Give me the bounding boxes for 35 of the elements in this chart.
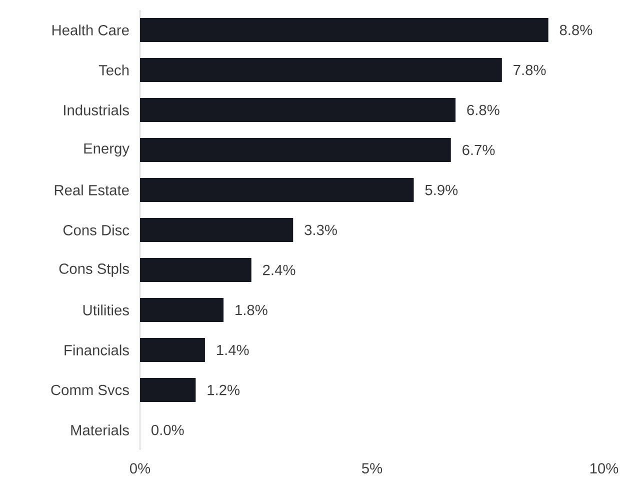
data-label: 0.0%: [152, 424, 184, 436]
y-tick-label: Comm Svcs: [51, 384, 129, 396]
data-label: 1.4%: [217, 344, 249, 356]
data-label: 2.4%: [263, 264, 296, 276]
y-tick-label: Materials: [71, 424, 129, 436]
bar: [140, 58, 502, 82]
bar: [140, 298, 224, 322]
y-tick-label: Cons Stpls: [59, 263, 129, 277]
bar: [140, 258, 252, 282]
bar: [140, 378, 196, 402]
data-label: 7.8%: [514, 64, 546, 76]
y-tick-label: Utilities: [83, 304, 129, 316]
x-tick-label: 5%: [362, 463, 382, 474]
data-label: 5.9%: [425, 184, 458, 196]
data-label: 3.3%: [304, 224, 337, 236]
y-tick-label: Energy: [84, 143, 130, 157]
bar: [140, 218, 294, 242]
bar: [140, 138, 451, 162]
y-tick-label: Tech: [98, 64, 129, 76]
data-label: 1.8%: [236, 304, 268, 316]
data-label: 6.7%: [462, 144, 495, 156]
data-label: 1.2%: [208, 384, 240, 396]
y-tick-label: Financials: [64, 344, 129, 356]
y-tick-label: Industrials: [64, 104, 129, 116]
bar: [140, 18, 548, 42]
data-label: 6.8%: [467, 104, 500, 116]
data-label: 8.8%: [560, 24, 592, 36]
bar: [140, 178, 414, 202]
bar: [140, 338, 205, 362]
x-tick-label: 0%: [130, 463, 150, 474]
y-tick-label: Cons Disc: [63, 224, 130, 236]
bar: [140, 98, 456, 122]
x-tick-label: 10%: [590, 463, 618, 474]
y-tick-label: Health Care: [52, 24, 129, 36]
y-tick-label: Real Estate: [54, 184, 129, 196]
